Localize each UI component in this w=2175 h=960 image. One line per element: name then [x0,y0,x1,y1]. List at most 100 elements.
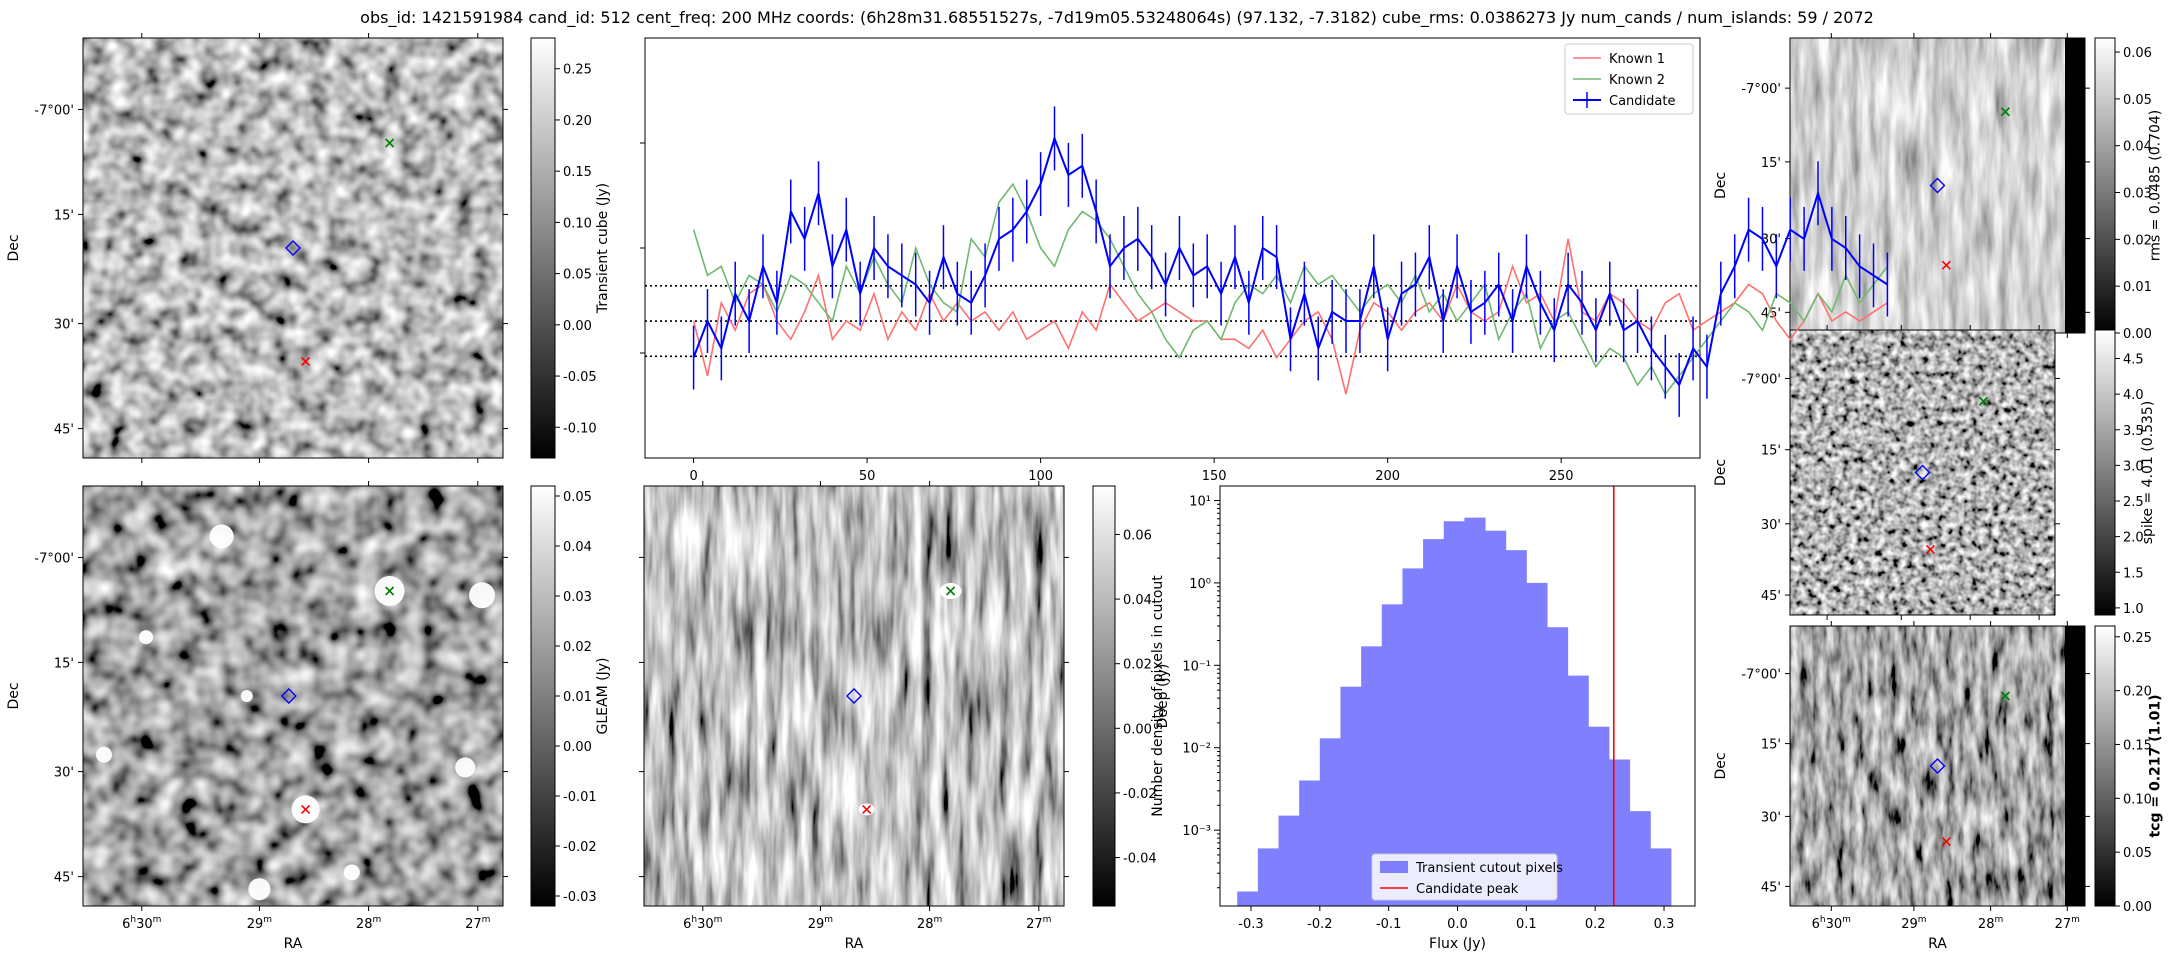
gleam-source [455,757,476,778]
dec-tick-label: 45' [1761,880,1781,895]
histogram-bar [1443,521,1465,906]
ra-axis-label: RA [284,936,303,952]
colorbar-tick-label: 0.03 [2123,187,2152,202]
colorbar [2094,625,2116,907]
colorbar-tick-label: 0.05 [563,490,592,505]
colorbar-tick-label: 0.03 [563,590,592,605]
histogram-bar [1546,627,1569,906]
candidate-diamond-marker [285,240,301,256]
gleam-source [96,746,112,763]
known-2-x-marker [385,138,395,148]
ra-axis-label: RA [845,936,864,952]
histogram-bar [1588,726,1610,906]
known-1-x-marker [301,356,311,366]
histogram-bar [1257,848,1280,906]
histogram-bar [1629,811,1651,906]
colorbar-tick-label: 0.25 [563,63,592,78]
colorbar-tick-label: 0.00 [563,319,592,334]
histogram-bar [1319,738,1341,906]
histogram-bar [1423,539,1445,906]
ra-tick-label: 29m [808,915,833,932]
known-1-x-marker [1941,260,1951,270]
y-tick-label: 10⁰ [1189,577,1211,592]
colorbar [530,37,556,459]
dec-tick-label: 30' [54,766,74,781]
histogram-bar [1567,675,1589,906]
dec-tick-label: -7°00' [1741,668,1781,683]
x-tick-label: 0.1 [1516,917,1537,932]
candidate-diamond-marker [1929,758,1946,774]
y-tick-label: 10⁻³ [1182,824,1211,839]
colorbar-tick-label: 0.00 [2123,900,2152,915]
colorbar-tick-label: 1.5 [2123,566,2144,581]
image-frame [82,37,504,459]
histogram-bar [1278,815,1300,906]
histogram-bar [1650,848,1672,906]
colorbar-tick-label: -0.05 [563,370,597,385]
ra-tick-label: 27m [1026,915,1051,932]
ra-axis-label: RA [1928,936,1947,952]
dec-tick-label: -7°00' [34,103,74,118]
colorbar-label: rms = 0.0485 (0.704) [2147,110,2163,262]
panels: -7°00'15'30'45'Dec0.250.200.150.100.050.… [6,33,2163,952]
ra-tick-label: 6h30m [1812,915,1851,932]
ra-tick-label: 29m [247,915,272,932]
histogram-bar [1402,568,1424,906]
histogram-bar [1608,759,1631,906]
colorbar-tick-label: 0.06 [1123,528,1152,543]
lightcurve-legend [1564,43,1694,115]
colorbar [2094,329,2116,616]
rms-image-pixels [1790,38,2085,333]
transient-image-pixels [83,38,503,458]
colorbar-tick-label: 0.05 [2123,846,2152,861]
colorbar-tick-label: 0.15 [563,165,592,180]
x-tick-label: -0.3 [1238,917,1263,932]
colorbar-tick-label: 0.25 [2123,631,2152,646]
x-tick-label: 50 [859,469,876,484]
colorbar-tick-label: 0.06 [2123,46,2152,61]
colorbar-tick-label: -0.02 [563,840,597,855]
ra-tick-label: 27m [465,915,490,932]
colorbar-label: spike = 4.01 (0.535) [2140,401,2156,545]
x-tick-label: 0.0 [1447,917,1468,932]
x-tick-label: 0 [689,469,697,484]
legend-label: Transient cutout pixels [1415,861,1563,876]
colorbar-tick-label: 0.05 [563,268,592,283]
dec-tick-label: 30' [1761,810,1781,825]
known-1-x-marker [301,804,311,814]
tcg-image-panel: 6h30m 29m 28m 27m -7°00' 15' 30' 45' Dec RA 0.25 0.… [1713,621,2163,952]
legend-label: Candidate [1609,94,1675,109]
colorbar-tick-label: 0.01 [2123,280,2152,295]
gleam-image-pixels [83,486,503,906]
known-2-series-line [692,182,1889,396]
histogram-xlabel: Flux (Jy) [1429,936,1486,952]
image-frame [1789,625,2086,907]
dec-tick-label: 45' [1761,589,1781,604]
dec-tick-label: 15' [1761,738,1781,753]
colorbar-tick-label: -0.02 [1123,787,1157,802]
legend-label: Known 1 [1609,52,1665,67]
dec-tick-label: 15' [1761,156,1781,171]
colorbar-tick-label: 0.10 [563,216,592,231]
ra-tick-label: 28m [1978,915,2003,932]
dec-tick-label: 45' [1761,306,1781,321]
colorbar-label: GLEAM (Jy) [595,658,611,735]
lightcurve-frame [644,37,1701,459]
legend-label: Candidate peak [1416,882,1519,897]
y-tick-label: 10⁻² [1182,742,1211,757]
colorbar-tick-label: 0.05 [2123,93,2152,108]
known-2-x-marker [2000,691,2010,701]
histogram-bar [1505,550,1527,906]
histogram-bar [1340,686,1362,906]
gleam-source [240,690,253,702]
known-2-x-marker [2000,107,2010,117]
colorbar [1092,485,1116,907]
colorbar-tick-label: 0.10 [2123,792,2152,807]
dec-tick-label: 30' [54,318,74,333]
colorbar-tick-label: 4.0 [2123,388,2144,403]
image-frame [643,485,1065,907]
tcg-image-pixels [1790,626,2085,906]
histogram-bar [1381,604,1403,906]
